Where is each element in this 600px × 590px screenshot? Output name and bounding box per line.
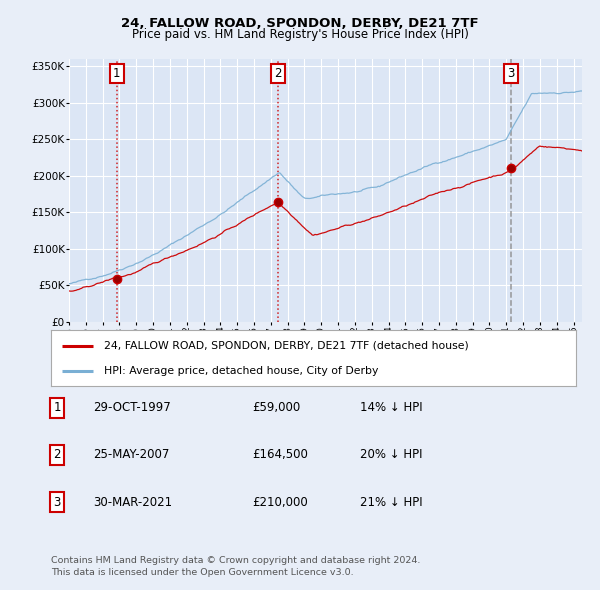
Text: 1: 1 [113, 67, 121, 80]
Text: 14% ↓ HPI: 14% ↓ HPI [360, 401, 422, 414]
Text: 30-MAR-2021: 30-MAR-2021 [93, 496, 172, 509]
Text: HPI: Average price, detached house, City of Derby: HPI: Average price, detached house, City… [104, 366, 378, 376]
Text: 1: 1 [53, 401, 61, 414]
Text: 25-MAY-2007: 25-MAY-2007 [93, 448, 169, 461]
Text: 24, FALLOW ROAD, SPONDON, DERBY, DE21 7TF (detached house): 24, FALLOW ROAD, SPONDON, DERBY, DE21 7T… [104, 340, 468, 350]
Text: 2: 2 [53, 448, 61, 461]
Text: 24, FALLOW ROAD, SPONDON, DERBY, DE21 7TF: 24, FALLOW ROAD, SPONDON, DERBY, DE21 7T… [121, 17, 479, 30]
Text: £210,000: £210,000 [252, 496, 308, 509]
Text: 2: 2 [274, 67, 281, 80]
Text: 29-OCT-1997: 29-OCT-1997 [93, 401, 171, 414]
Text: 20% ↓ HPI: 20% ↓ HPI [360, 448, 422, 461]
Text: £164,500: £164,500 [252, 448, 308, 461]
Text: 3: 3 [53, 496, 61, 509]
Text: 21% ↓ HPI: 21% ↓ HPI [360, 496, 422, 509]
Text: Contains HM Land Registry data © Crown copyright and database right 2024.: Contains HM Land Registry data © Crown c… [51, 556, 421, 565]
Text: This data is licensed under the Open Government Licence v3.0.: This data is licensed under the Open Gov… [51, 568, 353, 576]
Text: 3: 3 [507, 67, 514, 80]
Text: £59,000: £59,000 [252, 401, 300, 414]
Text: Price paid vs. HM Land Registry's House Price Index (HPI): Price paid vs. HM Land Registry's House … [131, 28, 469, 41]
